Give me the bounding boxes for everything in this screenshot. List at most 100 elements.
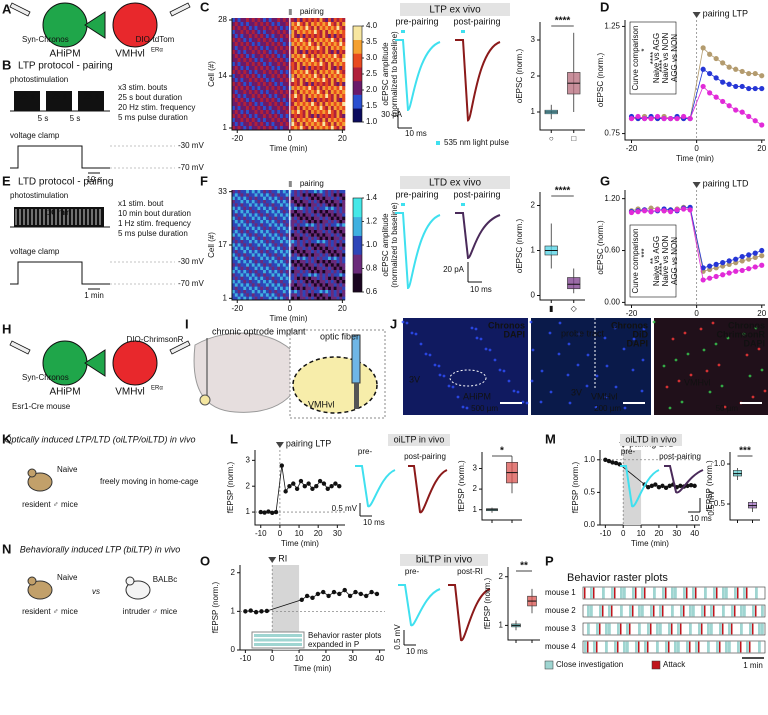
raster-event [617,641,619,653]
heat-cell [232,263,236,267]
heat-cell [296,203,301,207]
heat-cell [234,223,238,227]
heat-cell [271,70,275,75]
heat-cell [294,94,298,99]
heat-cell [280,118,284,123]
axis [624,20,765,141]
heat-cell [302,50,306,55]
heat-cell [237,213,241,217]
heat-cell [274,106,278,111]
heat-cell [271,193,275,197]
heat-cell [296,114,301,119]
heat-cell [268,260,272,264]
heat-cell [291,90,295,95]
heat-cell [265,200,270,204]
heat-cell [254,293,258,297]
heat-cell [342,126,346,131]
heat-cell [305,226,309,231]
heat-cell [336,190,340,194]
heat-cell [257,78,261,83]
heat-cell [302,293,306,297]
heat-cell [333,233,337,237]
heat-cell [240,220,244,224]
heat-cell [271,256,275,261]
raster-event [740,605,743,617]
heat-cell [294,270,298,274]
heat-cell [240,246,244,251]
heat-cell [240,213,244,217]
heat-cell [237,250,241,254]
light-pulse [461,30,465,33]
heat-cell [313,256,318,261]
heat-cell [260,30,264,35]
heat-cell [308,98,312,103]
heat-cell [285,240,289,244]
heat-cell [271,273,275,277]
heat-cell [302,196,306,201]
cell-signal [428,353,432,357]
heat-cell [322,223,326,227]
heat-cell [330,286,334,291]
heat-cell [234,243,238,247]
heat-cell [308,66,312,71]
heat-cell [296,243,301,247]
heat-cell [280,276,284,281]
heat-cell [257,236,261,241]
heat-cell [342,82,346,87]
heat-cell [243,94,247,99]
cell-signal [641,358,645,362]
heat-cell [342,90,346,95]
heat-cell [232,98,236,103]
data-point [759,122,765,128]
heat-cell [322,82,326,87]
heat-cell [285,126,289,131]
heat-cell [322,22,326,27]
data-point [310,486,315,491]
heat-cell [254,280,258,284]
data-point [746,256,752,262]
heat-cell [285,230,289,234]
heat-cell [248,206,253,211]
heat-cell [311,66,315,71]
heat-cell [268,256,272,261]
heat-cell [342,70,346,75]
raster-event [629,623,631,635]
heat-cell [319,86,323,91]
heat-cell [237,18,241,23]
heat-cell [280,263,284,267]
heat-cell [308,243,312,247]
data-point [333,481,338,486]
heat-cell [305,293,309,297]
heat-cell [336,196,340,201]
heat-cell [277,273,281,277]
heat-cell [268,22,272,27]
heat-cell [232,46,236,51]
heat-cell [280,58,284,63]
heat-cell [285,253,289,257]
heat-cell [296,22,301,27]
heat-cell [243,206,247,211]
raster-event [620,605,623,617]
heat-cell [246,122,250,127]
heat-cell [237,74,241,79]
heat-cell [282,54,286,59]
heat-cell [299,193,303,197]
heat-cell [232,196,236,201]
heat-cell [232,190,236,194]
heat-cell [291,270,295,274]
heat-cell [296,266,301,271]
region-label: 3V [409,374,420,384]
heat-cell [291,102,295,107]
heat-cell [257,30,261,35]
raster-event [584,587,586,599]
heat-cell [237,98,241,103]
heat-cell [339,122,343,127]
heat-cell [257,213,261,217]
heat-cell [271,223,275,227]
heat-cell [248,233,253,237]
heat-cell [330,66,334,71]
heat-cell [316,26,320,31]
heat-cell [285,42,289,47]
panel-label: K [2,431,12,446]
heat-cell [237,34,241,39]
